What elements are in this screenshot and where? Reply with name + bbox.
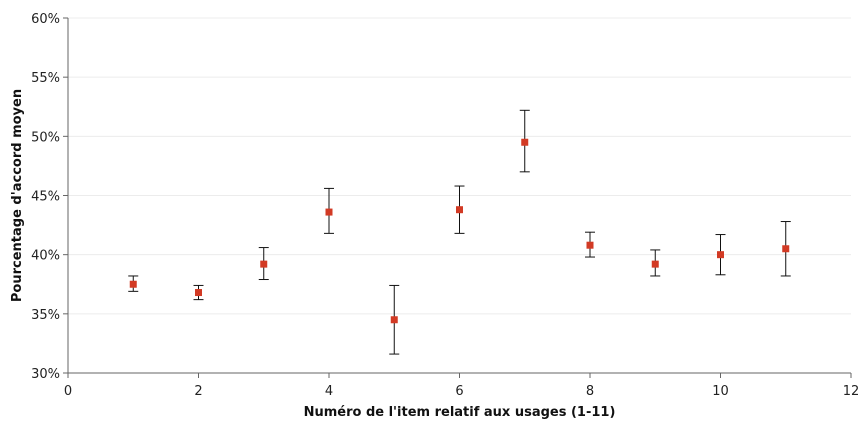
x-tick-label: 8: [586, 384, 594, 399]
y-tick-label: 35%: [31, 308, 60, 323]
x-tick-label: 0: [64, 384, 72, 399]
data-point: [782, 245, 790, 253]
y-tick-label: 60%: [31, 12, 60, 27]
x-axis-title: Numéro de l'item relatif aux usages (1-1…: [304, 405, 616, 420]
x-tick-label: 6: [455, 384, 463, 399]
data-point: [586, 241, 594, 249]
x-tick-label: 12: [843, 384, 858, 399]
y-tick-label: 55%: [31, 71, 60, 86]
y-tick-labels: 30% 35% 40% 45% 50% 55% 60%: [31, 12, 60, 382]
gridlines: [68, 17, 851, 315]
x-tick-label: 2: [194, 384, 202, 399]
y-axis-title: Pourcentage d'accord moyen: [10, 89, 25, 302]
data-point: [651, 260, 659, 268]
x-tick-labels: 0 2 4 6 8 10 12: [64, 384, 858, 399]
data-point: [390, 316, 398, 324]
axes: [63, 17, 852, 378]
y-tick-label: 30%: [31, 367, 60, 382]
data-point: [456, 206, 463, 214]
data-point: [717, 251, 724, 259]
data-point: [260, 260, 268, 268]
error-bars: [128, 109, 791, 355]
x-tick-label: 4: [325, 384, 333, 399]
data-point: [521, 138, 529, 146]
data-point: [129, 280, 137, 288]
y-tick-label: 45%: [31, 190, 60, 205]
y-tick-label: 40%: [31, 249, 60, 264]
data-point: [325, 208, 333, 216]
data-points: [129, 138, 790, 324]
x-tick-label: 10: [712, 384, 729, 399]
y-tick-label: 50%: [31, 130, 60, 145]
data-point: [195, 289, 202, 297]
